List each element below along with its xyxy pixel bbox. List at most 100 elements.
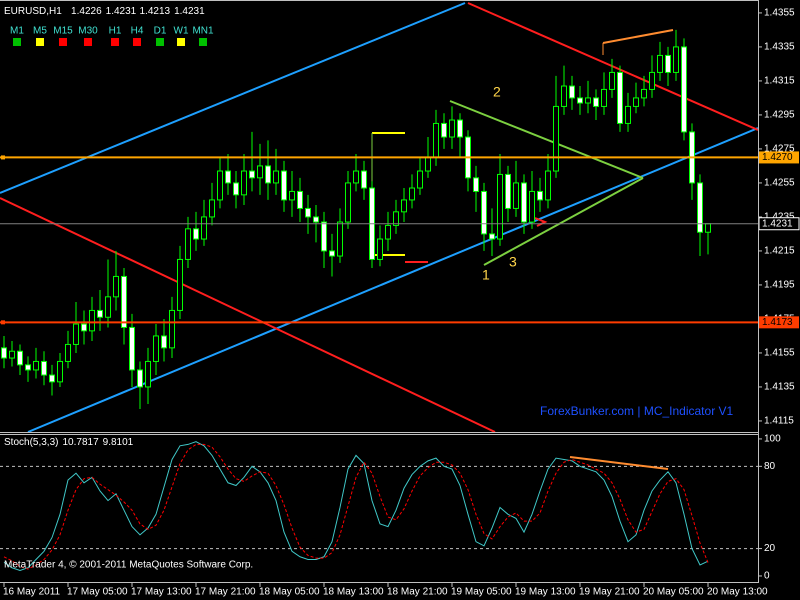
timeframe-label: H1 [109, 26, 122, 37]
symbol: EURUSD,H1 [4, 6, 62, 17]
candle-body [201, 216, 207, 240]
arrow-marker [534, 217, 548, 227]
candle-body [673, 46, 679, 73]
candle-body [569, 85, 575, 99]
x-tick-label: 17 May 05:00 [67, 587, 128, 598]
y-tick-label: 1.4215 [764, 246, 795, 257]
timeframe-button[interactable] [59, 38, 67, 46]
candle-body [585, 97, 591, 104]
timeframe-button[interactable] [133, 38, 141, 46]
candle-body [33, 360, 39, 371]
indicator-title: Stoch(5,3,3) 10.7817 9.8101 [4, 437, 134, 448]
watermark: ForexBunker.com | MC_Indicator V1 [540, 404, 734, 418]
timeframe-button[interactable] [84, 38, 92, 46]
y-tick-label: 1.4235 [764, 212, 795, 223]
candle-body [377, 238, 383, 260]
candle-body [233, 182, 239, 196]
level-label: 1.4173 [762, 317, 793, 328]
candle-body [697, 182, 703, 233]
level-marker [1, 320, 5, 325]
indicator-value: 9.8101 [103, 437, 134, 448]
timeframe-button[interactable] [111, 38, 119, 46]
wave-label: 1 [482, 267, 490, 283]
timeframe-label: M5 [33, 26, 47, 37]
candle-body [489, 233, 495, 240]
candle-body [457, 119, 463, 138]
y-tick-label: 1.4295 [764, 110, 795, 121]
level-label-box [759, 316, 799, 329]
candle-body [345, 182, 351, 223]
candle-body [577, 97, 583, 104]
candle-body [353, 170, 359, 184]
candle-body [241, 170, 247, 196]
candle-body [473, 177, 479, 192]
x-tick-label: 18 May 13:00 [323, 587, 384, 598]
candle-body [425, 156, 431, 172]
x-tick-label: 17 May 13:00 [131, 587, 192, 598]
wave-label: 2 [493, 84, 501, 100]
candle-body [441, 122, 447, 138]
candle-body [161, 335, 167, 349]
y-tick-label: 1.4275 [764, 144, 795, 155]
y-tick-label: 80 [764, 461, 776, 472]
candle-body [105, 296, 111, 318]
indicator-name: Stoch(5,3,3) [4, 437, 58, 448]
candle-body [513, 182, 519, 209]
candle-body [433, 122, 439, 158]
candle-body [17, 350, 23, 366]
candle-body [633, 97, 639, 107]
y-tick-label: 20 [764, 543, 776, 554]
y-tick-label: 100 [764, 434, 781, 445]
footer: MetaTrader 4, © 2001-2011 MetaQuotes Sof… [4, 560, 253, 571]
timeframe-button[interactable] [177, 38, 185, 46]
timeframe-button[interactable] [199, 38, 207, 46]
timeframe-button[interactable] [36, 38, 44, 46]
ohlc-value: 1.4226 [71, 6, 102, 17]
stoch-line [3, 443, 709, 570]
candle-body [137, 369, 143, 388]
candle-body [321, 221, 327, 252]
channel-line [0, 2, 466, 194]
candle-body [537, 190, 543, 201]
timeframe-label: M30 [78, 26, 98, 37]
candle-body [25, 364, 31, 371]
candle-body [113, 275, 119, 298]
wave-label: 3 [509, 254, 517, 270]
candle-body [185, 228, 191, 260]
triangle-line [449, 100, 644, 179]
frame [0, 0, 759, 583]
candle-body [529, 190, 535, 223]
candle-body [57, 360, 63, 383]
candle-body [217, 170, 223, 201]
x-tick-label: 20 May 13:00 [707, 587, 768, 598]
candle-body [97, 309, 103, 318]
candle-body [177, 258, 183, 311]
x-tick-label: 19 May 13:00 [515, 587, 576, 598]
level-marker [1, 155, 5, 160]
labels: 1 2 3 ForexBunker.com | MC_Indicator V1 … [4, 84, 734, 571]
candle-body [449, 119, 455, 138]
triangle-line [483, 177, 644, 266]
candle-body [681, 46, 687, 133]
candle-body [225, 170, 231, 184]
timeframe-label: M1 [10, 26, 24, 37]
timeframe-button[interactable] [156, 38, 164, 46]
candle-body [617, 71, 623, 124]
candle-body [497, 173, 503, 240]
candle-body [209, 199, 215, 218]
current-price-label: 1.4231 [762, 218, 793, 229]
candle-body [385, 224, 391, 240]
candle-body [129, 326, 135, 371]
y-tick-label: 1.4335 [764, 42, 795, 53]
stoch-line [3, 441, 709, 572]
candle-body [73, 323, 79, 345]
x-tick-label: 20 May 05:00 [643, 587, 704, 598]
x-tick-label: 19 May 21:00 [579, 587, 640, 598]
timeframe-button[interactable] [13, 38, 21, 46]
candle-body [561, 85, 567, 107]
candle-body [505, 173, 511, 209]
candle-body [337, 221, 343, 257]
